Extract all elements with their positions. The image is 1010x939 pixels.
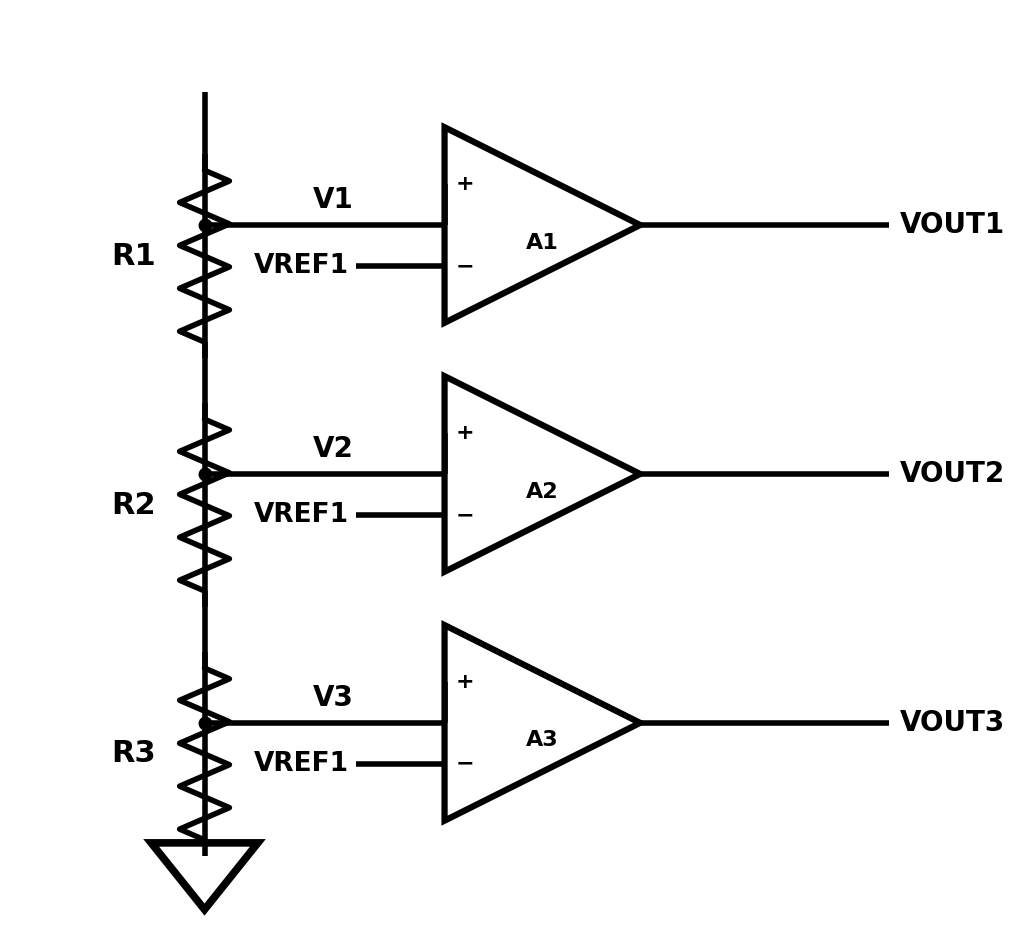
Text: V1: V1 xyxy=(313,186,354,214)
Text: −: − xyxy=(457,505,475,525)
Text: −: − xyxy=(457,754,475,774)
Text: VREF1: VREF1 xyxy=(254,751,348,777)
Text: +: + xyxy=(457,174,475,194)
Text: R1: R1 xyxy=(111,241,156,270)
Text: +: + xyxy=(457,423,475,443)
Text: −: − xyxy=(457,256,475,276)
Text: +: + xyxy=(457,671,475,692)
Text: A3: A3 xyxy=(526,731,559,750)
Text: VREF1: VREF1 xyxy=(254,254,348,279)
Text: VOUT3: VOUT3 xyxy=(900,709,1005,737)
Text: R2: R2 xyxy=(111,490,156,519)
Text: R3: R3 xyxy=(111,740,156,768)
Text: VOUT1: VOUT1 xyxy=(900,211,1005,239)
Text: A2: A2 xyxy=(526,482,559,501)
Text: VREF1: VREF1 xyxy=(254,502,348,528)
Text: VOUT2: VOUT2 xyxy=(900,460,1005,488)
Text: A1: A1 xyxy=(526,233,559,253)
Text: V3: V3 xyxy=(313,685,354,712)
Text: V2: V2 xyxy=(313,436,354,463)
